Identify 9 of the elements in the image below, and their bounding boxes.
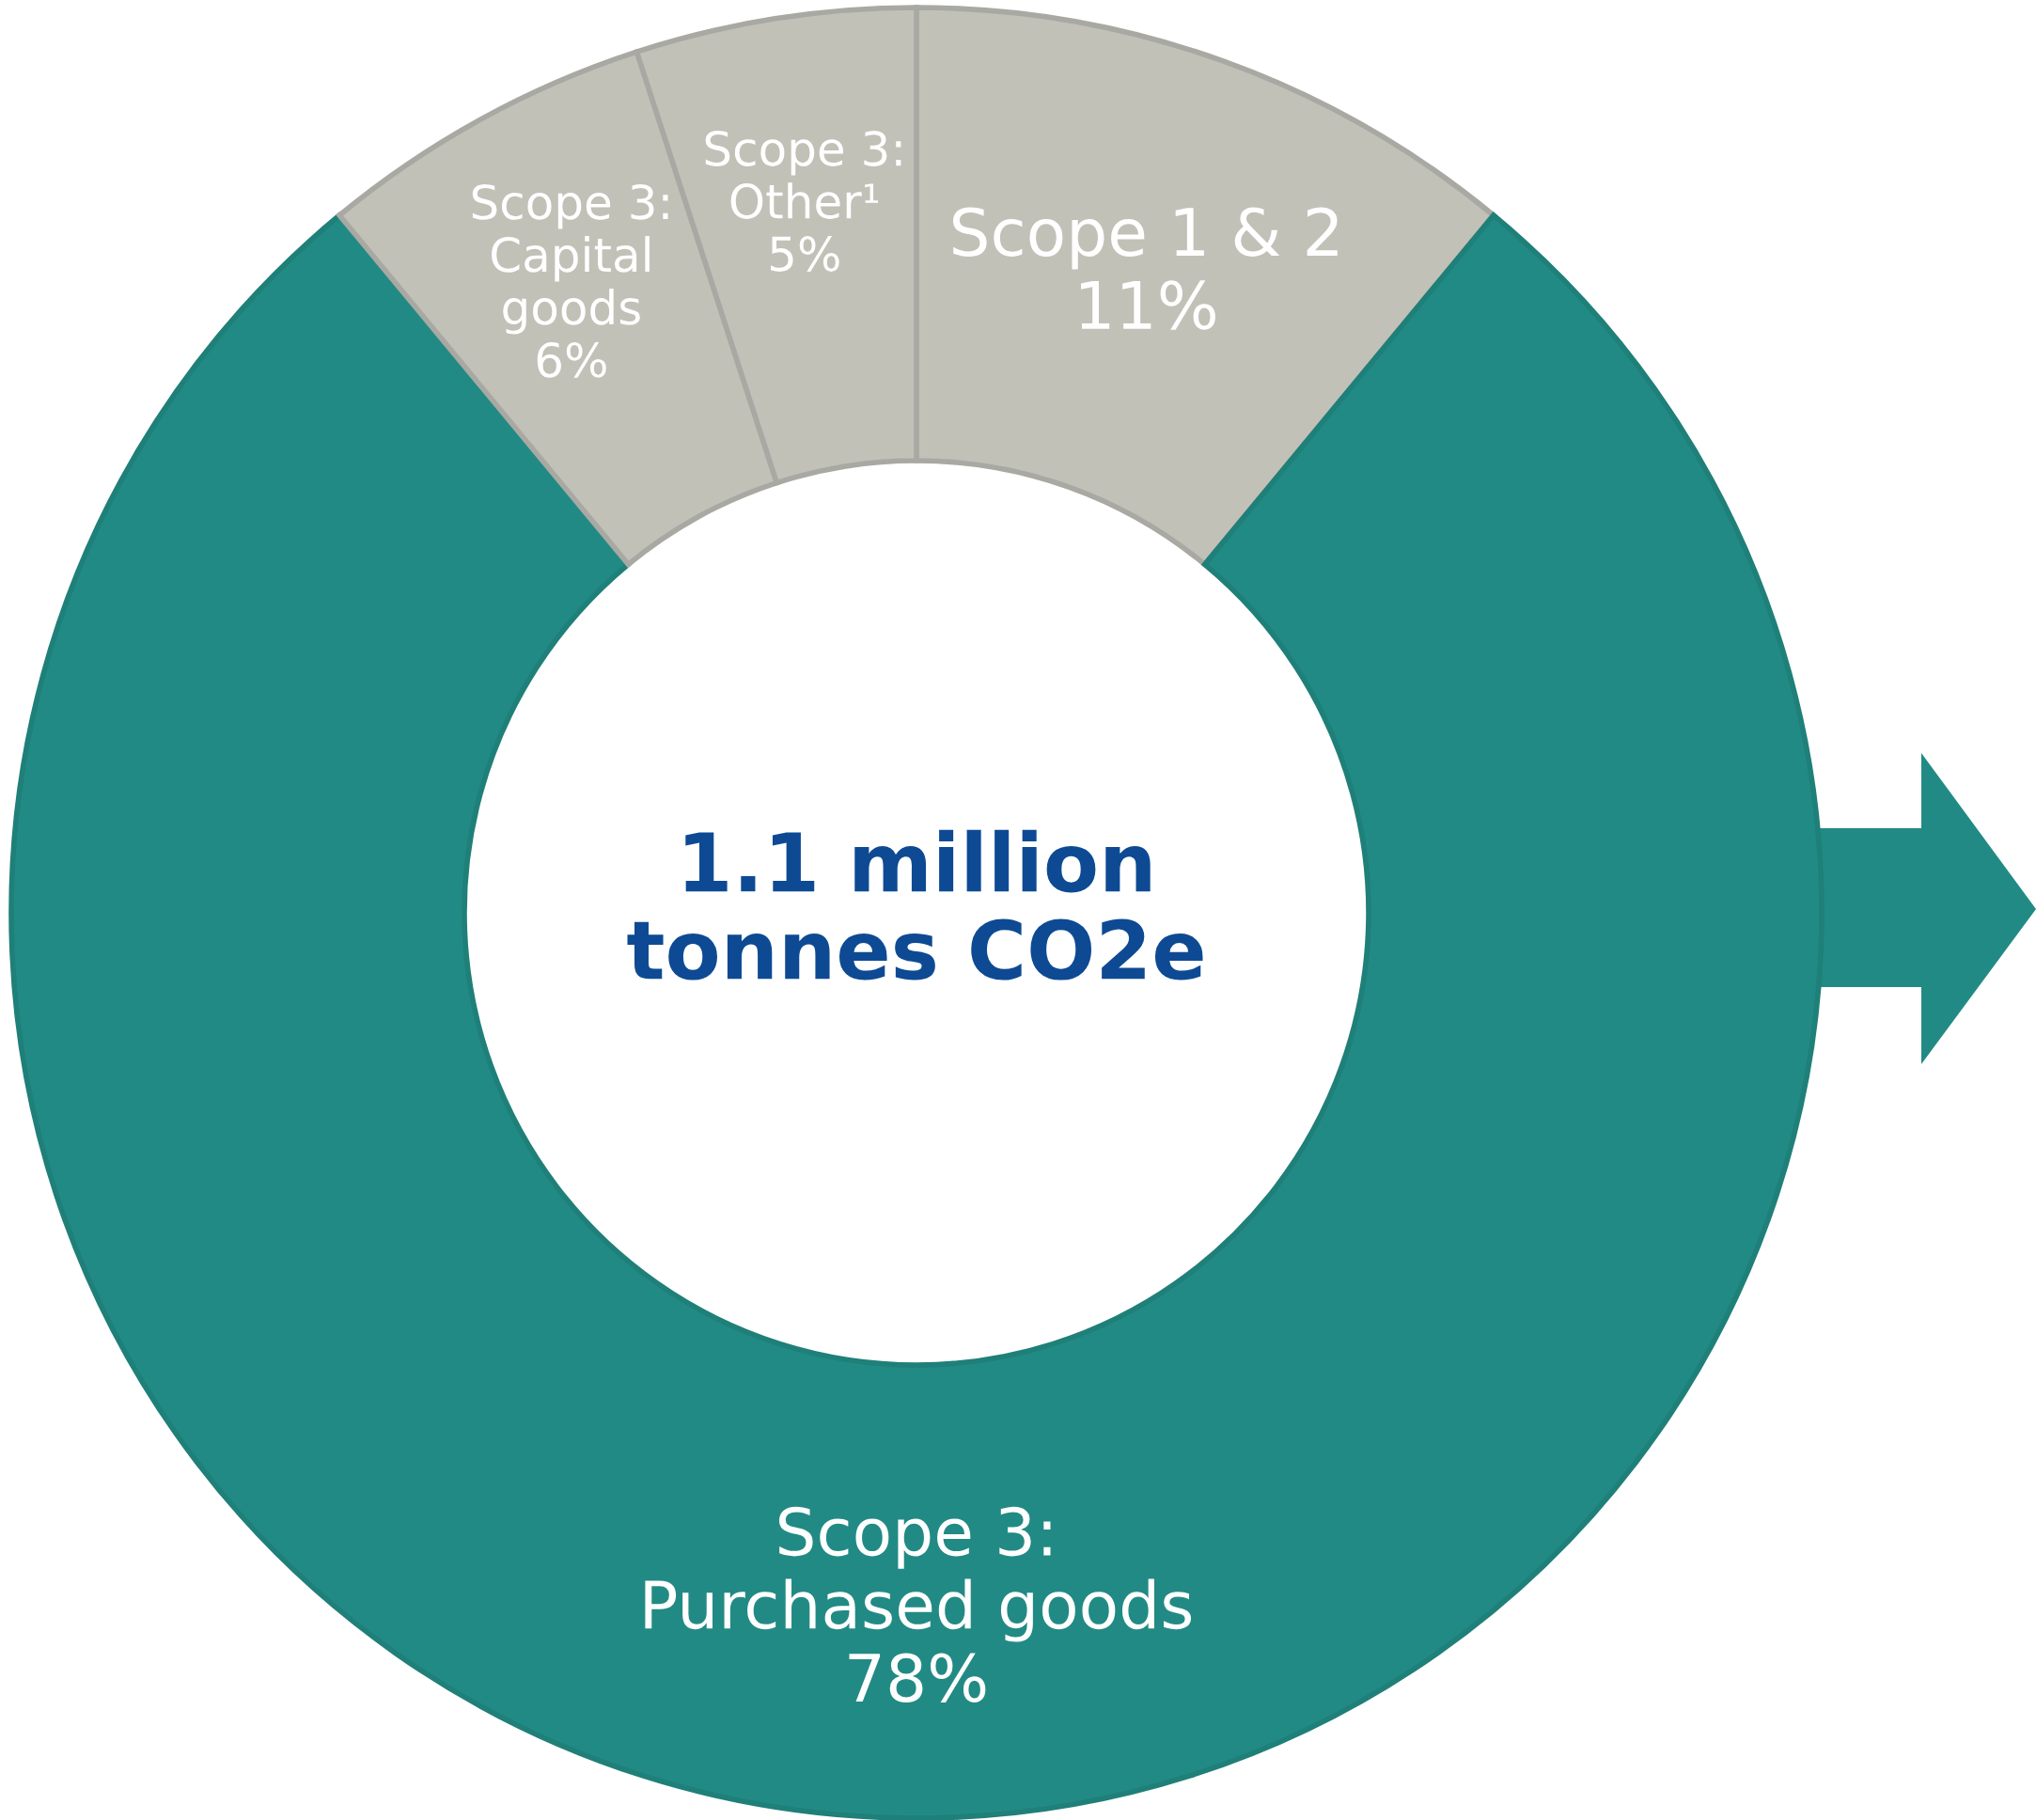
slice-label: Scope 1 & 2	[952, 207, 1338, 270]
slice-label: Scope 3: Other¹	[705, 131, 901, 219]
data-label: 5%	[771, 236, 839, 272]
data-label: 78%	[849, 1653, 986, 1702]
slice-label: Scope 3: Purchased goods	[645, 1506, 1191, 1642]
data-label: 6%	[537, 341, 606, 378]
slice-label: Scope 3: Capital goods	[472, 183, 668, 335]
text: 1.1 million tonnes CO2e	[627, 829, 1203, 981]
data-label: 11%	[1081, 280, 1215, 330]
